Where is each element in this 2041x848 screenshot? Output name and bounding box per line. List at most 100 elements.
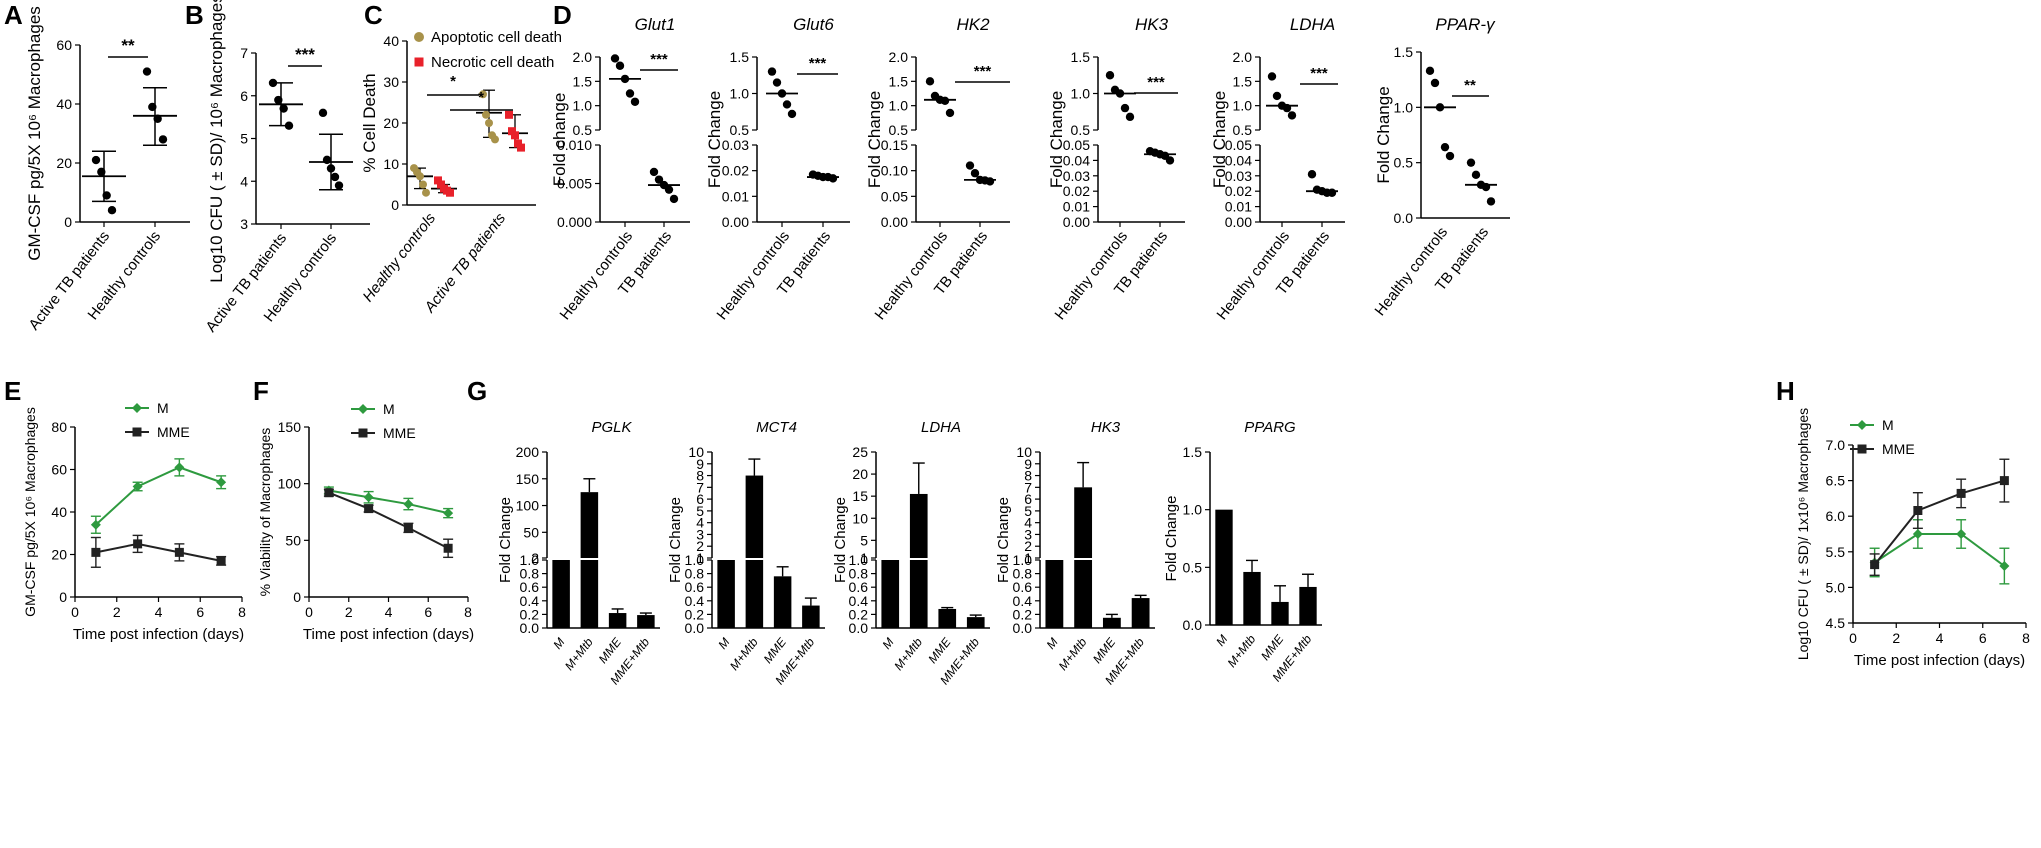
chart-a-y-tick-label: 0 [64,214,72,230]
chart-g1-bar-upper [580,492,599,558]
chart-g3-title: LDHA [921,419,961,436]
chart-c-apoptotic-point [491,135,499,144]
panel-label-d: D [553,0,572,30]
chart-a-point [148,102,157,112]
chart-d4-lower-y-tick-label: 0.04 [1063,152,1090,168]
chart-d2-upper-y-tick-label: 1.5 [730,49,750,65]
chart-d5-significance-label: *** [1310,65,1328,82]
chart-g2-upper-y-tick-label: 7 [696,479,704,495]
chart-d5-upper-y-tick-label: 2.0 [1233,49,1253,65]
chart-d3-healthy-point [945,108,955,118]
chart-d1-healthy-point [620,74,630,84]
chart-h-series-m-marker [1956,529,1967,539]
chart-e-series-m-marker [132,481,143,492]
chart-d4-upper-y-tick-label: 0.5 [1071,122,1091,138]
chart-d2-healthy-point [782,100,792,109]
chart-d4-healthy-point [1120,103,1130,113]
chart-d3-tb-point [985,177,995,186]
chart-h-series-mme-line [1873,479,2005,566]
chart-d3-x-tick-label: Healthy controls [872,228,952,323]
chart-d1-lower-y-tick-label: 0.000 [557,214,592,230]
chart-d1-healthy-point [610,54,620,63]
chart-g2-lower-y-tick-label: 0.0 [685,620,705,636]
chart-g3-upper-y-tick-label: 25 [852,444,868,460]
chart-g3-lower-y-tick-label: 1.0 [849,552,869,568]
chart-g3-x-tick-label: M+Mtb [891,635,925,673]
chart-g4-lower-y-tick-label: 1.0 [1013,552,1033,568]
chart-g1-x-tick-label: M [550,635,567,651]
chart-d1-upper-y-tick-label: 1.0 [573,98,593,114]
chart-d3-y-axis-label: Fold Change [865,91,884,188]
chart-d6-title: PPAR-γ [1435,15,1496,34]
chart-e-y-tick-label: 20 [51,547,67,563]
panel-label-b: B [185,0,204,30]
chart-h-y-axis-label: Log10 CFU ( ± SD)/ 1x10⁶ Macrophages [1795,408,1811,660]
chart-d5-healthy-point [1267,72,1277,81]
chart-d5-lower-y-tick-label: 0.00 [1225,214,1252,230]
chart-e-series-m-line [95,466,222,526]
chart-g4-upper-y-tick-label: 10 [1016,444,1032,460]
chart-h-y-tick-label: 5.0 [1826,579,1846,595]
chart-d5-lower-y-tick-label: 0.01 [1225,199,1252,215]
chart-h-x-tick-label: 4 [1936,630,1944,646]
chart-d4-upper-y-tick-label: 1.5 [1071,49,1091,65]
chart-g5-y-tick-label: 1.5 [1183,444,1203,460]
chart-g5-bar [1271,601,1289,625]
chart-d1-upper-y-tick-label: 0.5 [573,122,593,138]
chart-c-necrotic-point [434,176,442,185]
chart-a-y-tick-label: 20 [56,155,72,171]
chart-d2-title: Glut6 [793,15,834,34]
chart-g4-lower-y-tick-label: 0.4 [1013,593,1033,609]
chart-g5-y-axis-label: Fold Change [1163,496,1180,582]
chart-g4-lower-y-tick-label: 0.0 [1013,620,1033,636]
chart-e-x-tick-label: 6 [196,604,204,620]
chart-g4-bar-upper [1074,487,1093,558]
chart-d5-upper-y-tick-label: 0.5 [1233,122,1253,138]
chart-h-series-m-line [1874,533,2005,567]
chart-d2-lower-y-tick-label: 0.02 [722,163,749,179]
chart-g4-upper-y-tick-label: 3 [1024,526,1032,542]
chart-g2-lower-y-tick-label: 0.6 [685,579,705,595]
chart-f-y-tick-label: 150 [278,419,302,435]
chart-e-y-tick-label: 0 [59,589,67,605]
chart-g1-lower-y-tick-label: 0.4 [520,593,540,609]
chart-d3-tb-point [970,169,980,178]
chart-h-x-tick-label: 6 [1979,630,1987,646]
chart-b-y-tick-label: 6 [240,88,248,104]
chart-d3-upper-y-tick-label: 0.5 [889,122,909,138]
chart-c-necrotic-point [514,139,522,148]
chart-h-y-tick-label: 4.5 [1826,615,1846,631]
chart-c-y-tick-label: 10 [383,156,399,172]
chart-b-y-tick-label: 3 [240,216,248,232]
chart-f-x-tick-label: 6 [424,604,432,620]
chart-g5-bar [1299,586,1317,625]
chart-f-series-mme-marker [324,488,334,498]
chart-d5-upper-y-tick-label: 1.0 [1233,98,1253,114]
chart-e-x-axis-label: Time post infection (days) [73,626,244,643]
chart-a-significance-label: ** [121,36,135,55]
chart-g2-upper-y-tick-label: 8 [696,468,704,484]
chart-g2-upper-y-tick-label: 1 [696,550,704,566]
chart-f-y-tick-label: 100 [278,476,302,492]
chart-g1-upper-y-tick-label: 150 [516,471,540,487]
chart-g3-lower-y-tick-label: 0.8 [849,566,869,582]
chart-d5-lower-y-tick-label: 0.03 [1225,168,1252,184]
chart-d5-tb-point [1327,188,1337,197]
chart-d3-tb-point [965,161,975,170]
chart-g1-bar-lower [580,560,599,628]
chart-b-y-tick-label: 7 [240,45,248,61]
chart-g1-upper-y-tick-label: 50 [523,524,539,540]
chart-g2-upper-y-tick-label: 5 [696,503,704,519]
chart-d4-lower-y-tick-label: 0.03 [1063,168,1090,184]
chart-d2-healthy-point [767,67,777,76]
chart-g4-upper-y-tick-label: 2 [1024,538,1032,554]
chart-g2-upper-y-tick-label: 3 [696,526,704,542]
chart-d2-healthy-point [777,89,787,98]
chart-c-necrotic-point [437,180,445,189]
chart-g2-upper-y-tick-label: 4 [696,515,704,531]
chart-c-necrotic-point [508,127,516,136]
chart-g4-upper-y-tick-label: 9 [1024,456,1032,472]
chart-d5-tb-point [1307,170,1317,179]
chart-b-point [326,164,336,173]
chart-g5-y-tick-label: 1.0 [1183,502,1203,518]
